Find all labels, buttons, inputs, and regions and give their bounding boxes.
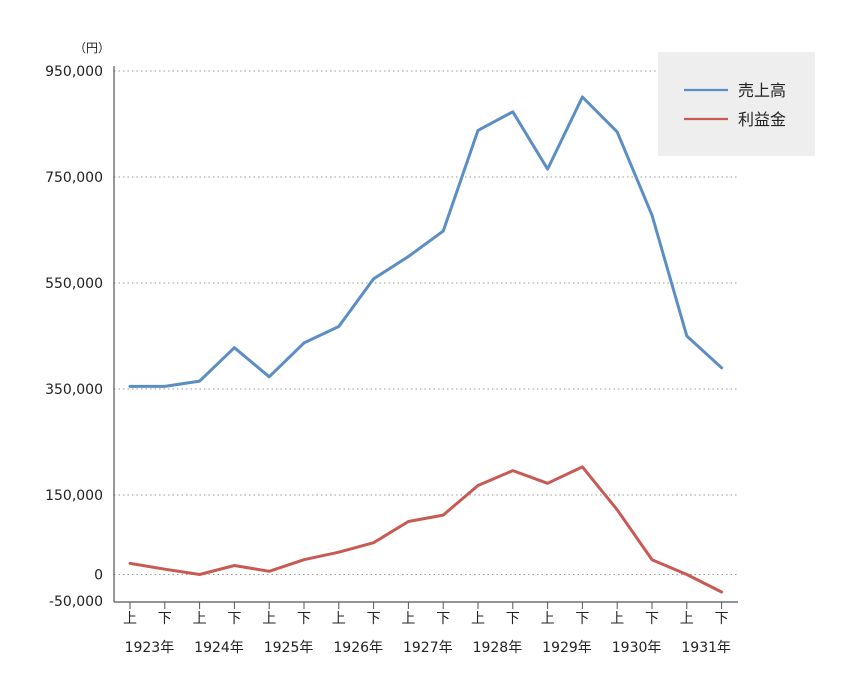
x-tick-label: 上 xyxy=(193,611,207,627)
x-tick-label: 下 xyxy=(367,611,381,627)
x-year-label: 1926年 xyxy=(333,640,383,656)
y-tick-label: 550,000 xyxy=(45,276,103,292)
x-tick-label: 上 xyxy=(262,611,276,627)
x-tick-label: 上 xyxy=(332,611,346,627)
x-tick-label: 下 xyxy=(645,611,659,627)
y-unit-label: （円） xyxy=(74,41,110,55)
x-tick-label: 下 xyxy=(575,611,589,627)
y-tick-labels: 950,000 750,000 550,000 350,000 150,000 0 -50,… xyxy=(45,64,103,610)
y-tick-label: 750,000 xyxy=(45,170,103,186)
x-year-label: 1927年 xyxy=(403,640,453,656)
x-tick-label: 下 xyxy=(436,611,450,627)
x-tick-label: 上 xyxy=(541,611,555,627)
x-tick-label: 上 xyxy=(123,611,137,627)
legend-label-profit: 利益金 xyxy=(738,110,786,129)
x-year-label: 1929年 xyxy=(542,640,592,656)
legend: 売上高 利益金 xyxy=(658,52,815,156)
y-tick-label: 950,000 xyxy=(45,64,103,80)
x-tick-label: 下 xyxy=(506,611,520,627)
legend-label-sales: 売上高 xyxy=(738,81,786,100)
x-tick-label: 下 xyxy=(715,611,729,627)
x-year-label: 1928年 xyxy=(473,640,523,656)
x-tick-label: 下 xyxy=(297,611,311,627)
x-tick-label: 上 xyxy=(401,611,415,627)
y-tick-label: 0 xyxy=(94,568,103,584)
series-line-sales xyxy=(128,95,724,388)
x-tick-label: 下 xyxy=(227,611,241,627)
x-tick-labels: 上 下 上 下 上 下 上 下 上 下 上 下 上 下 上 下 上 下 1923年 1924年 1925年 1926年 19… xyxy=(123,602,731,656)
x-tick-label: 下 xyxy=(158,611,172,627)
x-year-label: 1923年 xyxy=(125,640,175,656)
x-year-label: 1930年 xyxy=(612,640,662,656)
y-tick-label: -50,000 xyxy=(49,594,103,610)
axes xyxy=(113,66,738,603)
series-lines xyxy=(128,95,724,594)
x-year-label: 1924年 xyxy=(194,640,244,656)
legend-box xyxy=(658,52,815,156)
y-tick-label: 350,000 xyxy=(45,382,103,398)
x-year-label: 1931年 xyxy=(681,640,731,656)
series-line-profit xyxy=(128,465,724,594)
x-year-label: 1925年 xyxy=(264,640,314,656)
x-tick-label: 上 xyxy=(610,611,624,627)
y-tick-label: 150,000 xyxy=(45,488,103,504)
grid-lines xyxy=(114,70,738,575)
x-tick-label: 上 xyxy=(471,611,485,627)
x-tick-label: 上 xyxy=(680,611,694,627)
